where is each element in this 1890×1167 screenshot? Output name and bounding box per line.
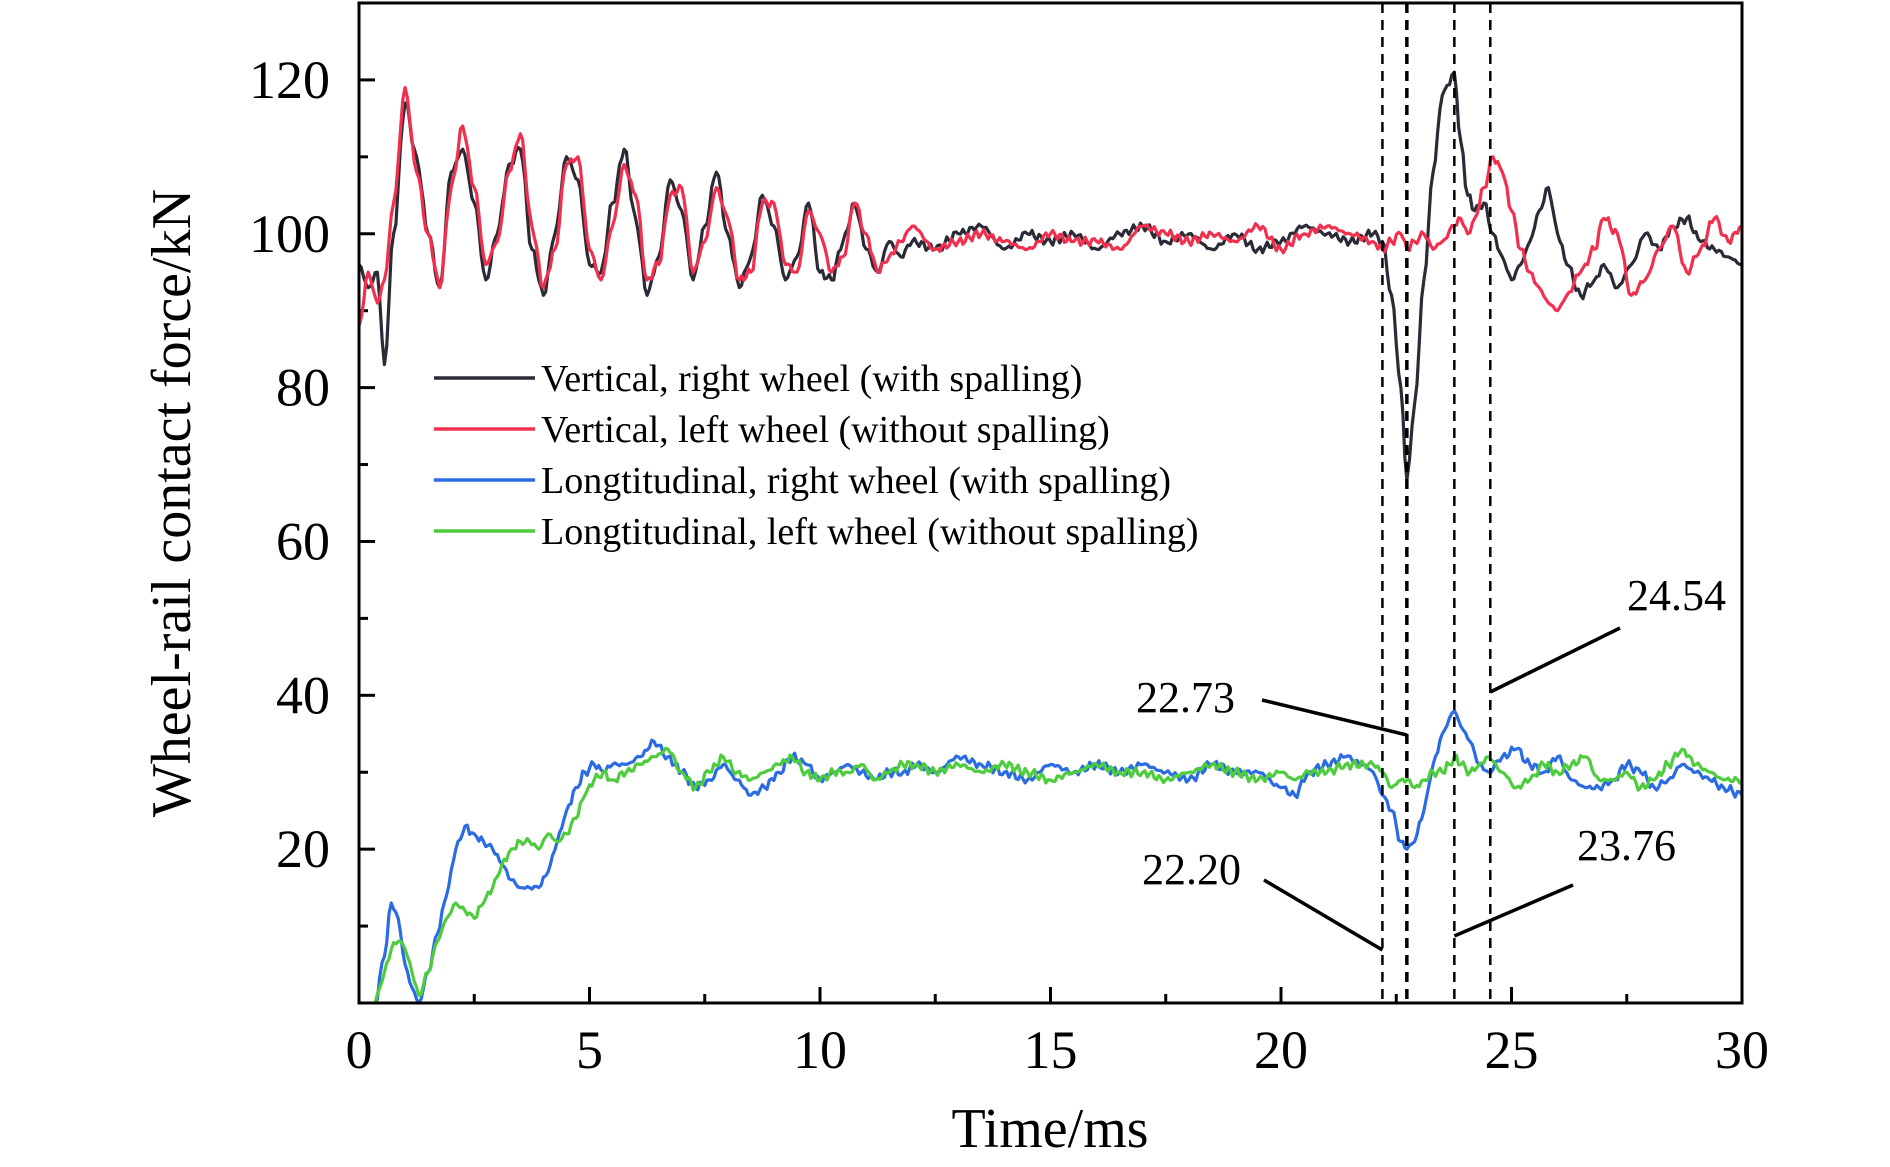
legend-label: Longtitudinal, right wheel (with spallin… bbox=[541, 460, 1171, 502]
annotation-label: 22.73 bbox=[1136, 673, 1235, 722]
x-tick-label: 10 bbox=[793, 1020, 847, 1080]
legend-label: Longtitudinal, left wheel (without spall… bbox=[541, 511, 1199, 553]
annotation-label: 24.54 bbox=[1627, 571, 1726, 620]
y-axis-title: Wheel-rail contact force/kN bbox=[141, 189, 203, 817]
annotation-leader bbox=[1261, 698, 1408, 737]
x-axis-title: Time/ms bbox=[951, 1098, 1148, 1160]
y-tick-label: 40 bbox=[276, 665, 330, 725]
annotation-leader bbox=[1489, 626, 1621, 694]
y-tick-label: 80 bbox=[276, 358, 330, 418]
x-tick-label: 30 bbox=[1715, 1020, 1769, 1080]
legend: Vertical, right wheel (with spalling) Ver… bbox=[434, 358, 1199, 553]
y-tick-label: 100 bbox=[249, 204, 330, 264]
annotation-label: 23.76 bbox=[1577, 821, 1676, 870]
legend-label: Vertical, right wheel (with spalling) bbox=[541, 358, 1082, 400]
x-tick-labels: 0 5 10 15 20 25 30 bbox=[346, 1020, 1770, 1080]
series-line bbox=[357, 70, 1743, 482]
x-tick-label: 15 bbox=[1024, 1020, 1078, 1080]
x-tick-label: 25 bbox=[1485, 1020, 1539, 1080]
series-layer bbox=[357, 70, 1744, 1005]
y-tick-label: 60 bbox=[276, 511, 330, 571]
vertical-markers bbox=[1381, 3, 1492, 1003]
annotation-leader bbox=[1263, 878, 1384, 952]
series-line bbox=[357, 86, 1743, 327]
series-line bbox=[373, 746, 1744, 1004]
annotations: 22.73 24.54 22.20 23.76 bbox=[1136, 571, 1726, 952]
y-tick-labels: 20 40 60 80 100 120 bbox=[249, 50, 330, 879]
series-line bbox=[373, 709, 1744, 1005]
x-tick-label: 5 bbox=[576, 1020, 603, 1080]
y-tick-label: 20 bbox=[276, 819, 330, 879]
plot-frame bbox=[357, 1, 1744, 1005]
annotation-label: 22.20 bbox=[1142, 845, 1241, 894]
y-tick-label: 120 bbox=[249, 50, 330, 110]
legend-label: Vertical, left wheel (without spalling) bbox=[541, 409, 1110, 451]
annotation-leader bbox=[1453, 883, 1574, 938]
x-tick-label: 0 bbox=[346, 1020, 373, 1080]
x-tick-label: 20 bbox=[1254, 1020, 1308, 1080]
